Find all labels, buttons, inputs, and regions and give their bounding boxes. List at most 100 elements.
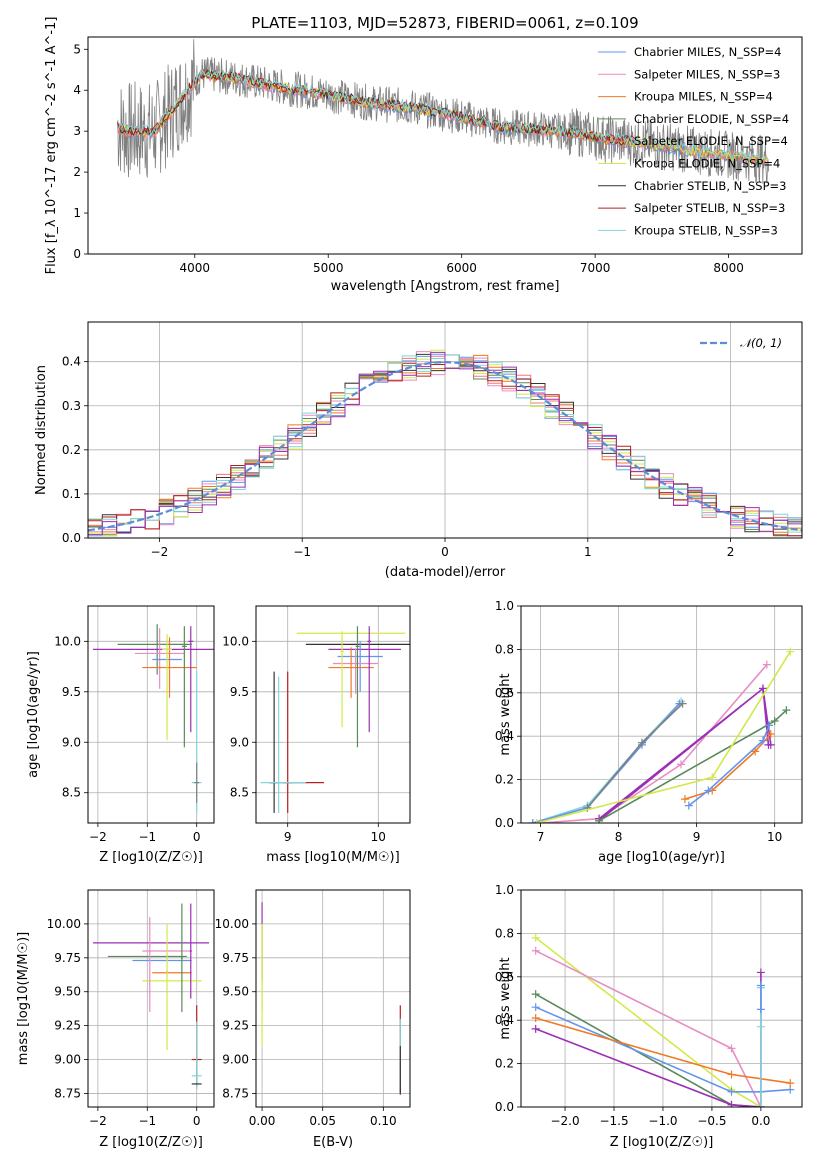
y-tick-label: 0.2: [495, 1057, 514, 1071]
series-line: [598, 709, 787, 822]
legend-label: 𝒩(0, 1): [740, 336, 782, 350]
plot-area: [256, 606, 410, 823]
x-tick-label: −1: [293, 545, 311, 559]
y-tick-label: 0.6: [495, 970, 514, 984]
series-marker: [727, 1100, 736, 1107]
series-marker: [766, 740, 775, 749]
y-tick-label: 9.00: [222, 1053, 249, 1067]
y-tick-label: 8.5: [230, 786, 249, 800]
series-marker: [677, 760, 686, 769]
plot-area: [116, 39, 769, 184]
y-axis-label: age [log10(age/yr)]: [26, 651, 41, 778]
x-axis-label: Z [log10(Z/Z☉)]: [99, 850, 203, 865]
spectrum-data: [117, 39, 769, 184]
y-tick-label: 8.75: [54, 1086, 81, 1100]
model-cyan: [117, 69, 768, 162]
y-axis-label: mass weight: [498, 673, 513, 755]
y-tick-label: 9.0: [62, 735, 81, 749]
y-tick-label: 9.75: [54, 951, 81, 965]
series-marker: [727, 1044, 736, 1053]
series-marker: [531, 1003, 540, 1012]
panel-weight-vs-Z: −2.0 −1.5 −1.0 −0.5 0.0 0.0 0.2 0.4 0.6 0.8 1.0 Z […: [495, 883, 803, 1150]
y-tick-label: 9.25: [54, 1019, 81, 1033]
plot-area: [88, 606, 214, 823]
series-marker: [786, 1079, 795, 1088]
series-marker: [766, 730, 775, 739]
axes-frame: [255, 605, 411, 824]
series-marker: [727, 1087, 736, 1096]
series-marker: [595, 816, 604, 823]
legend-label: Kroupa ELODIE, N_SSP=4: [634, 157, 780, 171]
x-tick-label: −2: [89, 830, 107, 844]
y-tick-label: 0.3: [62, 399, 81, 413]
x-tick-label: 7000: [580, 261, 611, 275]
panel-age-vs-mass: 9 10 8.5 9.0 9.5 10.0 mass [log10(M/M☉)]: [222, 605, 411, 865]
axes-frame: [87, 605, 215, 824]
legend-label: Salpeter MILES, N_SSP=3: [634, 67, 780, 81]
y-tick-label: 3: [73, 124, 81, 138]
y-axis-label: Flux [f_λ 10^-17 erg cm^-2 s^-1 A^-1]: [44, 17, 59, 275]
y-tick-label: 8.5: [62, 786, 81, 800]
y-tick-label: 10.0: [54, 634, 81, 648]
series-line: [540, 664, 768, 823]
series-line: [535, 950, 762, 1107]
series-marker: [531, 946, 540, 955]
y-tick-label: 1.0: [495, 883, 514, 897]
panel-age-vs-Z: −2 −1 0 8.5 9.0 9.5 10.0 Z [log10(Z/Z☉)] age [lo…: [26, 605, 215, 865]
y-tick-label: 0.8: [495, 642, 514, 656]
series-marker: [756, 1005, 765, 1014]
panel-mass-vs-EBV: 0.00 0.05 0.10 8.75 9.00 9.25 9.50 9.75 10.00 E(B…: [215, 889, 411, 1150]
panel-mass-vs-Z: −2 −1 0 8.75 9.00 9.25 9.50 9.75 10.00 Z [log10(Z…: [16, 889, 215, 1150]
plot-area: [521, 606, 802, 823]
axes-frame: [87, 889, 215, 1108]
x-axis-label: age [log10(age/yr)]: [598, 850, 725, 865]
y-tick-label: 9.0: [230, 735, 249, 749]
series-marker: [528, 819, 537, 823]
x-axis-label: E(B-V): [313, 1135, 353, 1150]
x-tick-label: −2.0: [550, 1114, 579, 1128]
legend-label: Chabrier ELODIE, N_SSP=4: [634, 112, 789, 126]
series-marker: [536, 819, 545, 823]
series-marker: [680, 795, 689, 804]
y-axis-label: Normed distribution: [34, 365, 49, 495]
y-tick-label: 9.00: [54, 1053, 81, 1067]
x-tick-label: −0.5: [697, 1114, 726, 1128]
y-tick-label: 9.50: [54, 985, 81, 999]
x-tick-label: 0.10: [370, 1114, 397, 1128]
y-tick-label: 0.0: [495, 816, 514, 830]
y-tick-label: 10.0: [222, 634, 249, 648]
legend-label: Chabrier STELIB, N_SSP=3: [634, 179, 786, 193]
x-tick-label: 4000: [179, 261, 210, 275]
y-tick-label: 10.00: [215, 917, 249, 931]
series-marker: [531, 1024, 540, 1033]
series-marker: [756, 1022, 765, 1031]
y-tick-label: 0.0: [495, 1100, 514, 1114]
figure-title: PLATE=1103, MJD=52873, FIBERID=0061, z=0…: [251, 14, 638, 32]
legend-label: Kroupa MILES, N_SSP=4: [634, 90, 773, 104]
y-tick-label: 0.4: [495, 729, 514, 743]
legend-label: Kroupa STELIB, N_SSP=3: [634, 223, 778, 237]
series-marker: [782, 706, 791, 715]
hist-purple: [88, 351, 802, 536]
x-tick-label: 0.00: [249, 1114, 276, 1128]
y-tick-label: 8.75: [222, 1086, 249, 1100]
x-tick-label: 8: [615, 830, 623, 844]
x-tick-label: 0: [441, 545, 449, 559]
x-tick-label: 0.05: [309, 1114, 336, 1128]
panel-weight-vs-age: 7 8 9 10 0.0 0.2 0.4 0.6 0.8 1.0 age [log10(age/yr…: [495, 599, 803, 865]
panel-spectrum: Chabrier MILES, N_SSP=4 Salpeter MILES, N…: [44, 17, 803, 294]
y-tick-label: 1: [73, 206, 81, 220]
series-marker: [727, 1070, 736, 1079]
axes-frame: [520, 605, 803, 824]
series-marker: [765, 721, 774, 730]
series-marker: [704, 786, 713, 795]
y-tick-label: 0.6: [495, 686, 514, 700]
y-tick-label: 2: [73, 165, 81, 179]
series-marker: [531, 990, 540, 999]
x-tick-label: −2: [89, 1114, 107, 1128]
plot-area: [88, 890, 214, 1107]
y-tick-label: 5: [73, 42, 81, 56]
series-marker: [708, 773, 717, 782]
y-tick-label: 9.50: [222, 985, 249, 999]
